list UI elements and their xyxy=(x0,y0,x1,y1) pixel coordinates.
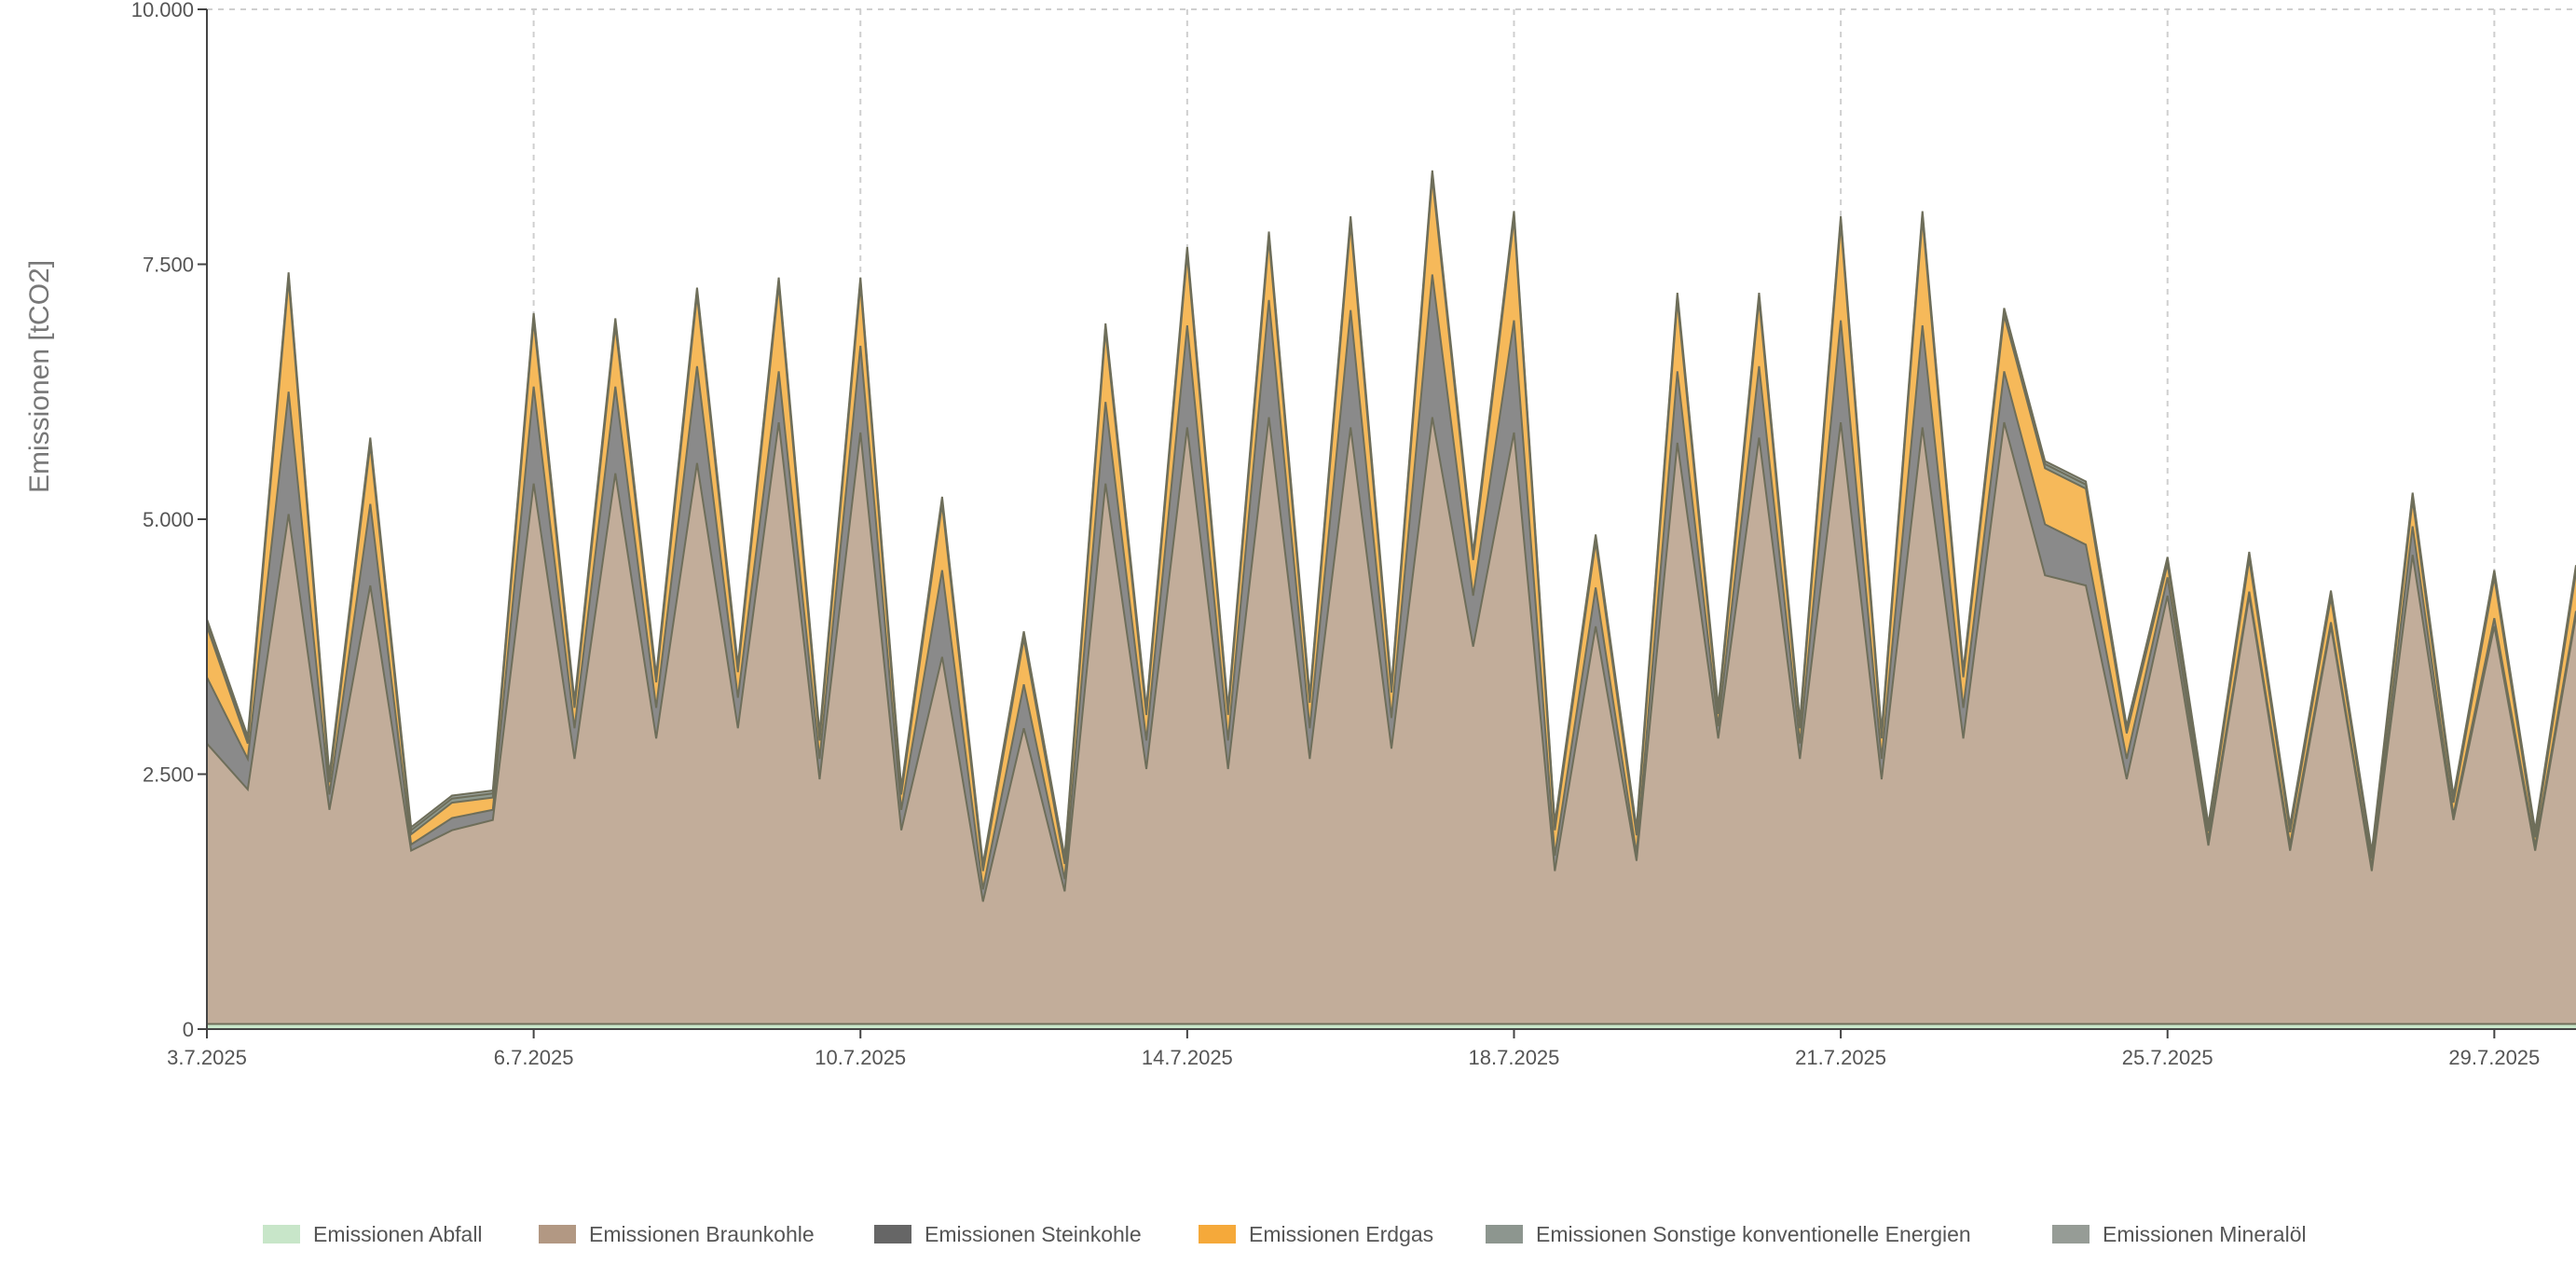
legend-label-braunkohle: Emissionen Braunkohle xyxy=(589,1221,815,1246)
x-tick-label: 10.7.2025 xyxy=(815,1046,906,1069)
y-tick-label: 2.500 xyxy=(143,763,194,787)
legend-label-mineraloel: Emissionen Mineralöl xyxy=(2103,1221,2307,1246)
legend-label-sonstige: Emissionen Sonstige konventionelle Energ… xyxy=(1536,1221,1971,1246)
x-tick-label: 18.7.2025 xyxy=(1469,1046,1560,1069)
legend-swatch-braunkohle xyxy=(539,1225,576,1243)
chart-legend: Emissionen Abfall Emissionen Braunkohle … xyxy=(0,1216,2576,1253)
legend-swatch-mineraloel xyxy=(2052,1225,2090,1243)
legend-item-steinkohle[interactable]: Emissionen Steinkohle xyxy=(874,1216,1142,1253)
legend-label-steinkohle: Emissionen Steinkohle xyxy=(925,1221,1142,1246)
series-line-emissionen-braunkohle xyxy=(206,417,2576,902)
x-tick-label: 21.7.2025 xyxy=(1795,1046,1886,1069)
legend-item-abfall[interactable]: Emissionen Abfall xyxy=(263,1216,483,1253)
y-axis-title: Emissionen [tCO2] xyxy=(24,260,55,493)
x-tick-label: 6.7.2025 xyxy=(494,1046,574,1069)
series-line-emissionen-steinkohle xyxy=(206,274,2576,890)
y-tick-label: 10.000 xyxy=(131,0,194,21)
area-emissionen-abfall xyxy=(207,1024,2576,1029)
x-tick-label: 25.7.2025 xyxy=(2122,1046,2213,1069)
area-emissionen-erdgas xyxy=(207,177,2576,890)
chart-canvas: 0 2.500 5.000 7.500 10.000 3.7.2025 6.7.2025 10… xyxy=(24,0,2576,1069)
legend-item-mineraloel[interactable]: Emissionen Mineralöl xyxy=(2052,1216,2307,1253)
x-tick-label: 3.7.2025 xyxy=(167,1046,247,1069)
area-emissionen-braunkohle xyxy=(207,417,2576,1024)
legend-swatch-abfall xyxy=(263,1225,300,1243)
legend-swatch-erdgas xyxy=(1199,1225,1236,1243)
y-tick-label: 0 xyxy=(183,1018,194,1041)
legend-label-erdgas: Emissionen Erdgas xyxy=(1249,1221,1434,1246)
series-line-emissionen-mineral-l xyxy=(206,170,2576,864)
y-tick-label: 5.000 xyxy=(143,508,194,531)
legend-label-abfall: Emissionen Abfall xyxy=(313,1221,483,1246)
x-tick-label: 14.7.2025 xyxy=(1142,1046,1233,1069)
y-tick-label: 7.500 xyxy=(143,254,194,277)
legend-item-erdgas[interactable]: Emissionen Erdgas xyxy=(1199,1216,1433,1253)
legend-item-braunkohle[interactable]: Emissionen Braunkohle xyxy=(539,1216,815,1253)
x-tick-label: 29.7.2025 xyxy=(2448,1046,2540,1069)
legend-item-sonstige[interactable]: Emissionen Sonstige konventionelle Energ… xyxy=(1486,1216,1971,1253)
legend-swatch-steinkohle xyxy=(874,1225,911,1243)
legend-swatch-sonstige xyxy=(1486,1225,1523,1243)
